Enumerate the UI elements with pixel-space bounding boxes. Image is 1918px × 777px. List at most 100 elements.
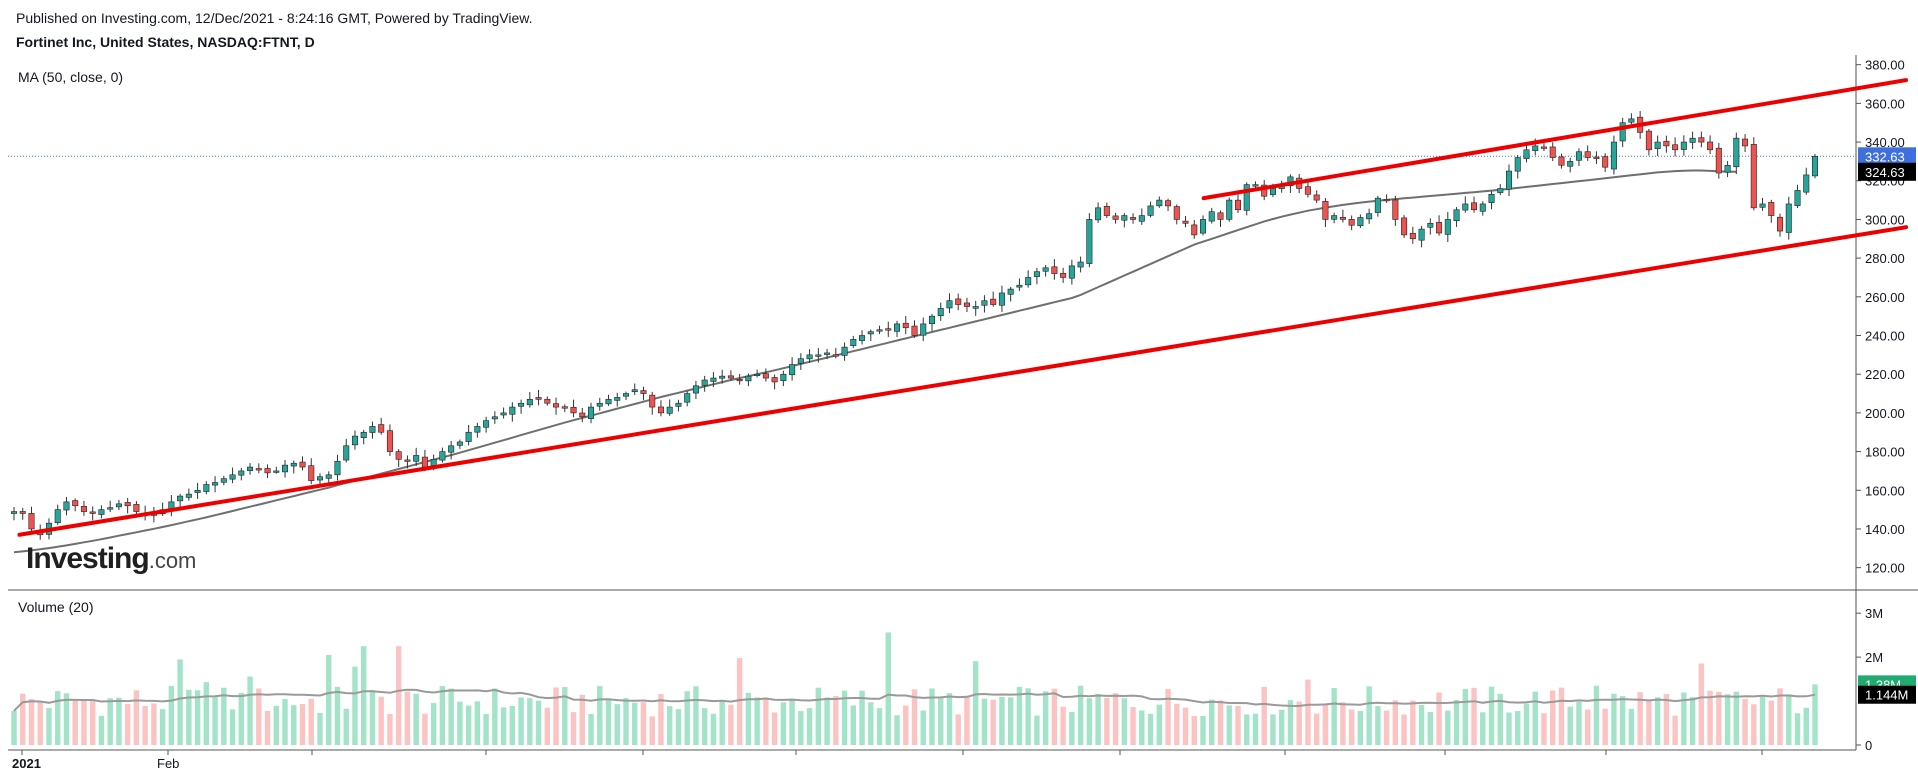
volume-bar [1759,696,1766,745]
candle [1165,198,1172,212]
volume-bar [1698,663,1705,745]
candle [351,430,358,450]
candle [1707,135,1714,155]
volume-bar [1130,707,1136,745]
candle-body [378,424,385,433]
candle-body [649,394,656,408]
volume-bar [632,702,638,745]
volume-bar [37,702,43,745]
candle [115,499,122,511]
volume-bar [1786,694,1792,745]
volume-bar [142,705,148,745]
candle-body [1811,156,1819,177]
volume-bar [1418,705,1425,745]
candle [553,397,560,415]
candle-body [1016,284,1023,288]
candle-body [1042,267,1049,272]
candle [1103,202,1110,219]
candle-body [395,451,402,460]
volume-bar [771,712,778,745]
candle-body [351,435,358,446]
price-tick-label: 140.00 [1865,522,1905,537]
volume-legend[interactable]: Volume (20) [18,599,94,615]
volume-bar [990,699,996,745]
candle-body [701,379,708,386]
candle-body [1715,147,1722,174]
volume-bar [1777,688,1783,745]
volume-bar [684,691,690,745]
candle-body [1427,223,1434,228]
candle-body [640,390,647,394]
candle-body [815,354,822,357]
candle-body [1785,203,1792,233]
candle [1261,180,1268,201]
candle-body [1794,190,1801,206]
candle-body [1803,174,1810,193]
candle [334,454,341,481]
candle [1025,270,1032,288]
candle-body [1409,232,1416,240]
ma-value-label-text: 324.63 [1865,165,1905,180]
volume-bar [1576,701,1582,745]
volume-bar [911,689,918,745]
volume-bar [334,686,341,745]
candle-body [439,451,446,461]
price-tick-label: 260.00 [1865,290,1905,305]
volume-bar [588,713,594,745]
candle-body [1051,266,1058,274]
candle-body [1252,184,1259,187]
investing-logo: Investing.com [26,542,196,576]
volume-bar [203,682,210,745]
candle [649,391,656,415]
candle-body [1191,224,1198,236]
candle-body [369,426,376,433]
candle-body [185,493,192,498]
volume-bar [1322,704,1329,745]
volume-bar [46,708,52,745]
candle [1794,184,1801,208]
candle [1130,213,1137,224]
volume-bar [186,689,192,745]
candle-body [1348,219,1355,226]
chart-title: Fortinet Inc, United States, NASDAQ:FTNT… [16,34,315,50]
volume-bar [291,705,297,745]
ma-legend[interactable]: MA (50, close, 0) [18,69,124,85]
candle-body [465,431,472,442]
volume-bar [1567,706,1573,745]
candle-body [282,464,289,473]
volume-bar [1646,700,1652,745]
candle [474,422,481,438]
candle [1680,135,1687,156]
candle-body [1025,277,1032,286]
volume-bar [1724,694,1731,745]
candle [360,429,367,445]
candle [124,498,131,514]
volume-bar [955,714,961,745]
volume-bar [229,709,236,745]
candle [247,463,254,475]
volume-bar [1069,711,1075,745]
volume-bar [658,694,664,745]
candle-body [1768,202,1775,216]
candle [797,353,804,371]
volume-bar [570,712,577,745]
candle-body [736,379,743,382]
volume-bar [387,713,393,745]
candle [902,316,909,335]
candle [736,373,743,385]
candle-body [675,402,682,407]
candle [928,313,935,332]
candle [1401,215,1408,238]
candle-body [133,504,140,512]
volume-bar [1497,693,1503,745]
volume-bar [465,705,472,745]
candle [1217,210,1224,227]
candle-body [264,468,271,474]
candle-body [194,489,201,493]
volume-bar [221,687,227,745]
candle [1558,153,1565,169]
candle-body [1226,199,1233,220]
volume-bar [439,686,446,745]
candle [1742,134,1749,153]
